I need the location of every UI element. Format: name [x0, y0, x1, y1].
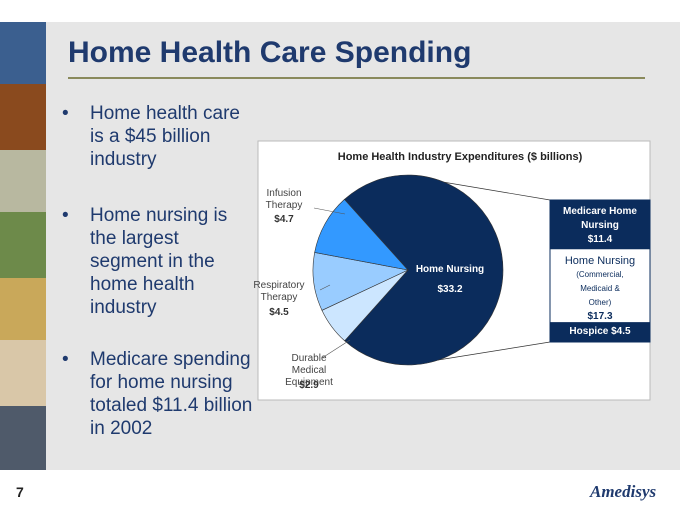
- photo: [0, 212, 46, 278]
- breakdown-value: $11.4: [587, 234, 613, 245]
- slice-value: $2.9: [299, 380, 319, 391]
- slice-label: Infusion Therapy: [265, 188, 303, 211]
- breakdown-value: $17.3: [587, 310, 613, 322]
- breakdown-value: $4.5: [611, 326, 631, 338]
- page-number: 7: [16, 484, 24, 500]
- photo: [0, 278, 46, 340]
- breakdown-detail: (Commercial, Medicaid & Other): [576, 269, 624, 307]
- chart-title: Home Health Industry Expenditures ($ bil…: [337, 151, 583, 163]
- bullet: Medicare spending for home nursing total…: [62, 348, 255, 440]
- breakdown-label: Home Nursing: [564, 254, 636, 267]
- breakdown-label: Hospice: [569, 326, 609, 338]
- slide-title: Home Health Care Spending: [68, 36, 472, 69]
- slice-label: Home Nursing: [415, 264, 485, 275]
- photo: [0, 22, 46, 84]
- leader-line: [313, 207, 346, 215]
- leader-line: [319, 284, 331, 291]
- pie-slice: [314, 198, 409, 271]
- logo: Amedisys: [590, 482, 657, 501]
- leader-line: [321, 339, 351, 359]
- pie-slice: [344, 174, 504, 366]
- slice-value: $4.5: [269, 307, 289, 318]
- photo: [0, 406, 46, 470]
- breakdown-cell: Medicare Home Nursing $11.4: [550, 205, 650, 247]
- slice-value: $33.2: [437, 284, 463, 295]
- photo: [0, 84, 46, 150]
- slice-label: Respiratory Therapy: [253, 280, 305, 303]
- breakdown-cell: Home Nursing (Commercial, Medicaid & Othe…: [550, 254, 650, 324]
- photo: [0, 150, 46, 212]
- breakdown-label: Medicare Home Nursing: [563, 206, 637, 231]
- bullet: Home nursing is the largest segment in t…: [62, 204, 255, 319]
- photo: [0, 340, 46, 406]
- breakdown-row: Hospice $4.5: [550, 325, 650, 339]
- slice-label: Durable Medical Equipment: [285, 353, 333, 388]
- breakdown-segment: [549, 248, 651, 324]
- breakdown-segment: [549, 322, 651, 343]
- slice-value: $4.7: [274, 214, 294, 225]
- bullet: Home health care is a $45 billion indust…: [62, 102, 255, 171]
- breakdown-segment: [549, 199, 651, 250]
